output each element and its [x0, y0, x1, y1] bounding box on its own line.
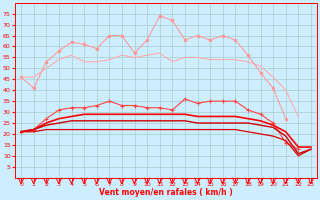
- X-axis label: Vent moyen/en rafales ( km/h ): Vent moyen/en rafales ( km/h ): [99, 188, 233, 197]
